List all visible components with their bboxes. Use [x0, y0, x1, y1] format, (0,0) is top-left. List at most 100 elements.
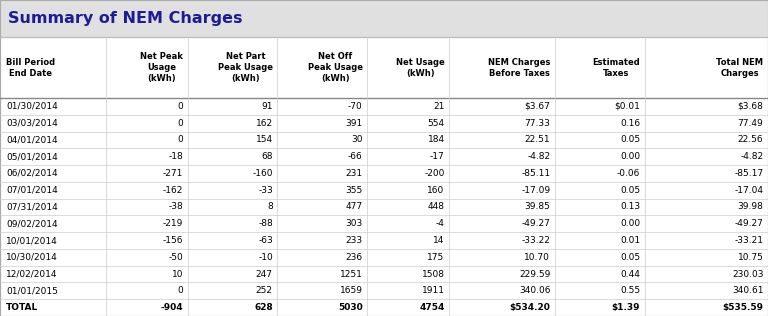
Text: Net Off
Peak Usage
(kWh): Net Off Peak Usage (kWh) — [308, 52, 362, 83]
Text: 0: 0 — [177, 135, 183, 144]
Text: -85.11: -85.11 — [521, 169, 551, 178]
Text: 1508: 1508 — [422, 270, 445, 279]
Text: 03/03/2014: 03/03/2014 — [6, 118, 58, 128]
Text: 07/01/2014: 07/01/2014 — [6, 186, 58, 195]
Text: -10: -10 — [258, 253, 273, 262]
Text: $3.67: $3.67 — [525, 102, 551, 111]
Text: -85.17: -85.17 — [734, 169, 763, 178]
Text: 162: 162 — [256, 118, 273, 128]
Text: 236: 236 — [346, 253, 362, 262]
Text: -88: -88 — [258, 219, 273, 228]
Text: 10/01/2014: 10/01/2014 — [6, 236, 58, 245]
Text: 07/31/2014: 07/31/2014 — [6, 203, 58, 211]
Text: 1911: 1911 — [422, 286, 445, 295]
Text: 247: 247 — [256, 270, 273, 279]
Text: 229.59: 229.59 — [519, 270, 551, 279]
Text: 154: 154 — [256, 135, 273, 144]
Text: Summary of NEM Charges: Summary of NEM Charges — [8, 11, 242, 26]
Text: NEM Charges
Before Taxes: NEM Charges Before Taxes — [488, 58, 551, 78]
Text: -50: -50 — [168, 253, 183, 262]
Text: $535.59: $535.59 — [723, 303, 763, 312]
Text: 0.00: 0.00 — [620, 219, 641, 228]
Text: 10: 10 — [171, 270, 183, 279]
Text: -38: -38 — [168, 203, 183, 211]
Bar — [0, 37, 768, 316]
Text: 628: 628 — [254, 303, 273, 312]
Text: 91: 91 — [261, 102, 273, 111]
Text: $1.39: $1.39 — [611, 303, 641, 312]
Text: -18: -18 — [168, 152, 183, 161]
Text: 184: 184 — [428, 135, 445, 144]
Text: 77.49: 77.49 — [737, 118, 763, 128]
Text: -33.21: -33.21 — [734, 236, 763, 245]
Text: -200: -200 — [424, 169, 445, 178]
Text: 04/01/2014: 04/01/2014 — [6, 135, 58, 144]
Text: 0.16: 0.16 — [620, 118, 641, 128]
Text: Net Part
Peak Usage
(kWh): Net Part Peak Usage (kWh) — [218, 52, 273, 83]
Text: 0.05: 0.05 — [620, 135, 641, 144]
Text: -66: -66 — [348, 152, 362, 161]
Text: 448: 448 — [428, 203, 445, 211]
Text: $534.20: $534.20 — [509, 303, 551, 312]
Text: 1251: 1251 — [339, 270, 362, 279]
Text: -63: -63 — [258, 236, 273, 245]
Text: -17.04: -17.04 — [734, 186, 763, 195]
Text: Net Peak
Usage
(kWh): Net Peak Usage (kWh) — [140, 52, 183, 83]
Text: 1659: 1659 — [339, 286, 362, 295]
Text: 22.51: 22.51 — [525, 135, 551, 144]
Text: 30: 30 — [351, 135, 362, 144]
Text: 0.55: 0.55 — [620, 286, 641, 295]
Text: 554: 554 — [428, 118, 445, 128]
Text: -17: -17 — [430, 152, 445, 161]
Text: 0.01: 0.01 — [620, 236, 641, 245]
Text: 21: 21 — [433, 102, 445, 111]
Text: Net Usage
(kWh): Net Usage (kWh) — [396, 58, 445, 78]
Text: 68: 68 — [261, 152, 273, 161]
Text: 231: 231 — [346, 169, 362, 178]
Text: 4754: 4754 — [419, 303, 445, 312]
Text: 5030: 5030 — [338, 303, 362, 312]
Text: -4.82: -4.82 — [527, 152, 551, 161]
Text: -17.09: -17.09 — [521, 186, 551, 195]
Text: -904: -904 — [161, 303, 183, 312]
Text: 355: 355 — [346, 186, 362, 195]
Text: -160: -160 — [253, 169, 273, 178]
Text: 340.61: 340.61 — [732, 286, 763, 295]
Text: -4: -4 — [435, 219, 445, 228]
Text: -49.27: -49.27 — [521, 219, 551, 228]
Text: 09/02/2014: 09/02/2014 — [6, 219, 58, 228]
Text: 10.70: 10.70 — [525, 253, 551, 262]
Text: -219: -219 — [163, 219, 183, 228]
Text: 0.44: 0.44 — [621, 270, 641, 279]
Text: 477: 477 — [346, 203, 362, 211]
Text: 12/02/2014: 12/02/2014 — [6, 270, 58, 279]
Bar — [0, 37, 768, 316]
Text: 233: 233 — [346, 236, 362, 245]
Text: 391: 391 — [346, 118, 362, 128]
Text: Bill Period
End Date: Bill Period End Date — [6, 58, 55, 78]
Text: $0.01: $0.01 — [614, 102, 641, 111]
Text: 14: 14 — [433, 236, 445, 245]
Text: -156: -156 — [163, 236, 183, 245]
Text: 175: 175 — [427, 253, 445, 262]
Text: -0.06: -0.06 — [617, 169, 641, 178]
Text: 01/30/2014: 01/30/2014 — [6, 102, 58, 111]
Text: 0.13: 0.13 — [620, 203, 641, 211]
Bar — [0, 0, 768, 37]
Text: 10/30/2014: 10/30/2014 — [6, 253, 58, 262]
Text: 10.75: 10.75 — [737, 253, 763, 262]
Text: 230.03: 230.03 — [732, 270, 763, 279]
Text: -33.22: -33.22 — [521, 236, 551, 245]
Text: 39.85: 39.85 — [525, 203, 551, 211]
Text: 77.33: 77.33 — [525, 118, 551, 128]
Text: Estimated
Taxes: Estimated Taxes — [592, 58, 641, 78]
Text: 0: 0 — [177, 102, 183, 111]
Text: -271: -271 — [163, 169, 183, 178]
Text: 01/01/2015: 01/01/2015 — [6, 286, 58, 295]
Text: 8: 8 — [267, 203, 273, 211]
Text: TOTAL: TOTAL — [6, 303, 38, 312]
Text: 0: 0 — [177, 118, 183, 128]
Text: 340.06: 340.06 — [519, 286, 551, 295]
Text: 0.05: 0.05 — [620, 253, 641, 262]
Text: -4.82: -4.82 — [740, 152, 763, 161]
